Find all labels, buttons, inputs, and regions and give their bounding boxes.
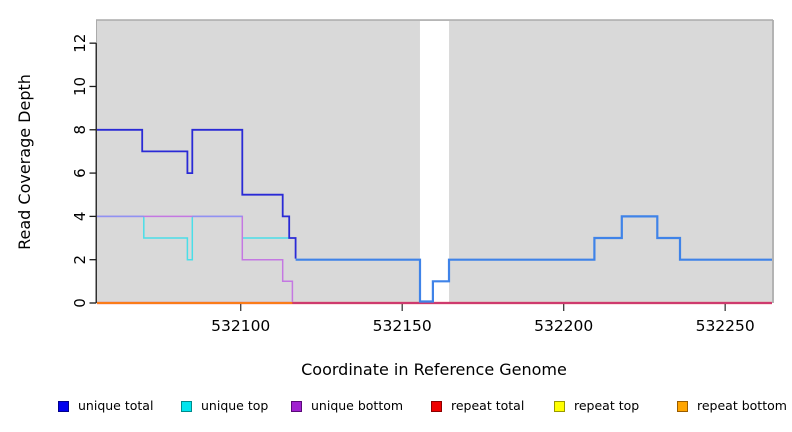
legend-label: repeat top (574, 398, 640, 413)
legend-label: unique total (78, 398, 154, 413)
y-tick-label: 10 (71, 77, 89, 96)
unique-top-line-a (143, 216, 194, 261)
no-data-region (419, 21, 450, 303)
y-axis-title: Read Coverage Depth (15, 74, 34, 250)
x-axis-title: Coordinate in Reference Genome (301, 360, 567, 379)
y-tick-label: 0 (71, 298, 89, 308)
x-tick-label: 532100 (211, 317, 270, 335)
legend-swatch-icon (291, 400, 302, 412)
x-tick-label: 532200 (534, 317, 593, 335)
y-tick-label: 2 (71, 255, 89, 265)
legend-label: unique top (201, 398, 269, 413)
y-tick-label: 6 (71, 168, 89, 178)
y-tick-label: 8 (71, 125, 89, 135)
legend-label: repeat total (451, 398, 525, 413)
unique-total-line-left (97, 128, 297, 259)
x-tick-label: 532150 (373, 317, 432, 335)
legend-swatch-icon (677, 400, 688, 412)
legend-item-repeat-total: repeat total (431, 399, 524, 413)
coverage-chart-canvas: 0 2 4 6 8 10 12 532100 532150 532200 532250 Read C… (15, 19, 774, 379)
chart-legend: unique total unique top unique bottom repea… (0, 399, 792, 419)
legend-item-unique-total: unique total (58, 399, 153, 413)
legend-swatch-icon (554, 400, 565, 412)
x-tick-label: 532250 (696, 317, 755, 335)
legend-item-repeat-top: repeat top (554, 399, 639, 413)
legend-item-repeat-bottom: repeat bottom (677, 399, 787, 413)
y-tick-label: 4 (71, 212, 89, 222)
legend-label: unique bottom (311, 398, 404, 413)
legend-swatch-icon (58, 400, 69, 412)
y-tick-label: 12 (71, 34, 89, 53)
legend-label: repeat bottom (697, 398, 787, 413)
legend-swatch-icon (181, 400, 192, 412)
legend-item-unique-top: unique top (181, 399, 268, 413)
legend-swatch-icon (431, 400, 442, 412)
legend-item-unique-bottom: unique bottom (291, 399, 403, 413)
unique-total-line-right (295, 215, 772, 303)
